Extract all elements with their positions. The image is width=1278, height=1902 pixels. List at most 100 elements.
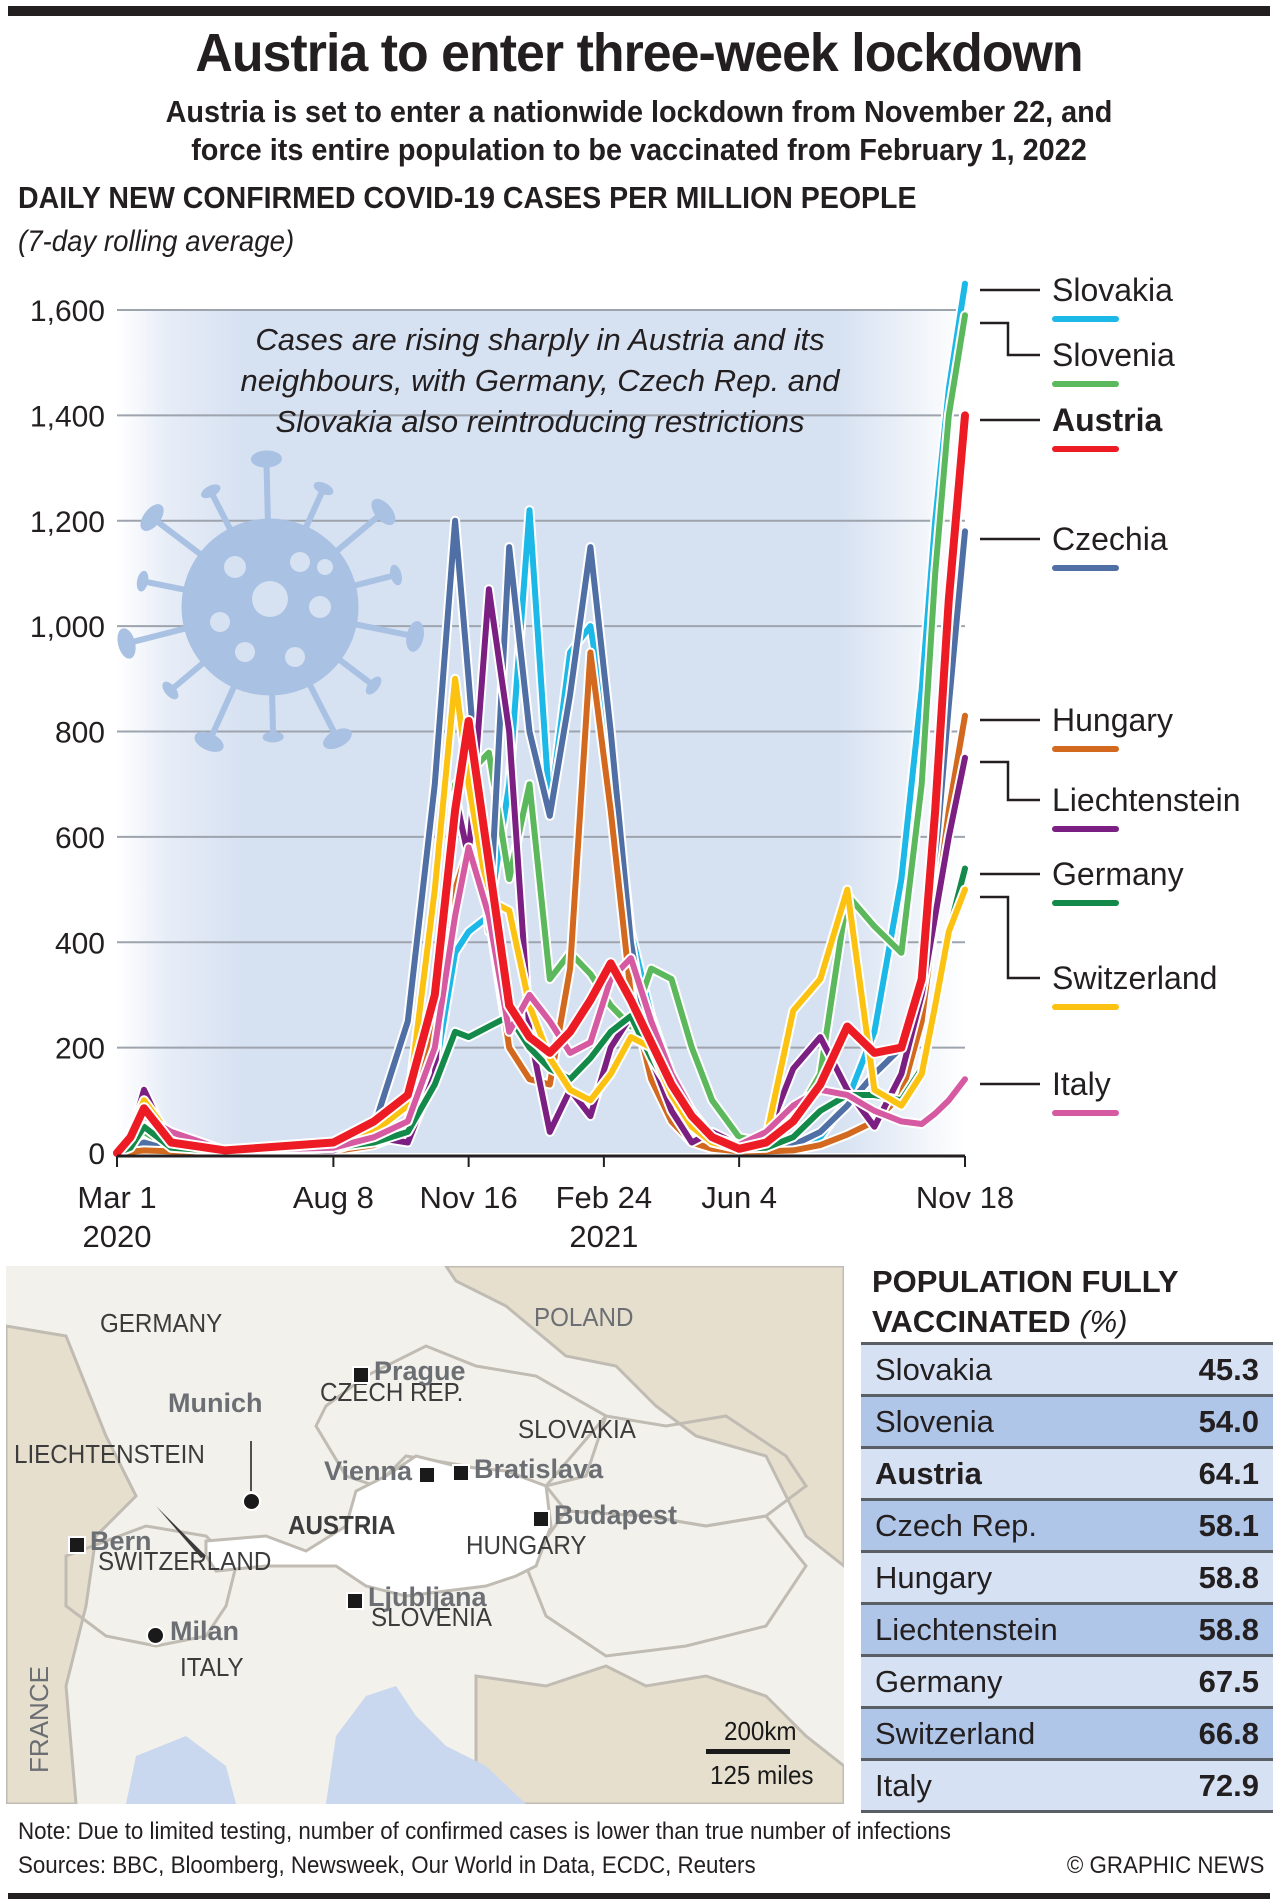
virus-spike-cap [117,628,136,659]
capital-marker-bratislava [452,1464,470,1482]
vaccination-title-unit: (%) [1079,1304,1128,1339]
virus-spike-cap [194,731,224,752]
capital-marker-budapest [532,1510,550,1528]
map-label-france: FRANCE [23,1666,54,1773]
legend-label-switzerland: Switzerland [1052,960,1217,996]
vaccination-value: 66.8 [1198,1715,1259,1751]
map-label-germany: GERMANY [100,1308,223,1338]
hungary-border [524,1509,808,1658]
austria-shape [204,1454,553,1598]
y-tick-label: 1,600 [30,295,105,328]
x-tick-label: Jun 4 [701,1180,777,1215]
chart-annotation: Cases are rising sharply in Austria and … [240,322,841,439]
y-tick-label: 600 [55,822,105,855]
map-label-liechtenstein: LIECHTENSTEIN [14,1439,205,1469]
x-tick-label: Feb 24 [556,1180,653,1215]
page-title: Austria to enter three-week lockdown [195,23,1083,83]
virus-spike-cap [250,450,282,468]
vaccination-value: 72.9 [1198,1767,1259,1803]
country-name: Czech Rep. [875,1507,1037,1543]
x-tick-year-label: 2020 [83,1219,152,1254]
legend-label-italy: Italy [1052,1066,1111,1102]
y-tick-label: 0 [88,1138,105,1171]
vaccination-value: 64.1 [1198,1455,1259,1491]
legend-label-germany: Germany [1052,856,1184,892]
legend-label-czechia: Czechia [1052,521,1168,557]
virus-spike-cap [201,484,221,499]
map-label-poland: POLAND [534,1302,634,1332]
table-row: Hungary 58.8 [861,1550,1273,1602]
vaccination-title-word: VACCINATED [872,1304,1071,1339]
map-label-austria: AUSTRIA [288,1510,396,1540]
credit: © GRAPHIC NEWS [1066,1852,1264,1879]
virus-spot [224,556,246,578]
y-tick-label: 1,200 [30,506,105,539]
virus-spot [290,552,310,572]
virus-spike-cap [262,731,284,743]
virus-spot [309,596,331,618]
virus-spike-cap [323,728,352,750]
liechtenstein-pointer [156,1506,206,1558]
virus-spike-cap [313,481,334,496]
scale-miles-label: 125 miles [710,1760,814,1790]
legend-leader-line [980,895,1040,980]
map-label-czech-rep: CZECH REP. [320,1377,464,1407]
top-rule [8,6,1270,16]
adriatic-sea [326,1686,526,1804]
map-label-hungary: HUNGARY [466,1530,587,1560]
vaccination-value: 58.8 [1198,1559,1259,1595]
page-subtitle: Austria is set to enter a nationwide loc… [45,93,1234,169]
switzerland-border [64,1524,238,1648]
y-tick-label: 400 [55,927,105,960]
capital-marker-ljubljana [346,1592,364,1610]
legend: Slovakia Slovenia Austria Czechia Hungary Lie… [980,272,1241,1116]
croatia-bosnia-region [474,1664,844,1804]
table-row: Italy 72.9 [861,1758,1273,1810]
chart-subtitle: (7-day rolling average) [18,225,295,258]
x-axis: Mar 1 2020 Aug 8 Nov 16 Feb 24 2021 Jun 4 Nov 1… [77,1154,1014,1254]
annotation-line: neighbours, with Germany, Czech Rep. and [240,363,841,398]
legend-label-hungary: Hungary [1052,702,1173,738]
vaccination-value: 45.3 [1198,1351,1259,1387]
table-row: Liechtenstein 58.8 [861,1602,1273,1654]
scale-km-label: 200km [724,1716,797,1746]
city-label-milan: Milan [170,1616,240,1646]
city-marker-milan [146,1626,165,1645]
table-bottom-rule [861,1810,1273,1813]
x-tick-label: Nov 18 [916,1180,1014,1215]
country-name: Slovenia [875,1403,994,1439]
table-row: Czech Rep. 58.1 [861,1498,1273,1550]
ligurian-sea [126,1736,236,1804]
vaccination-title-line2: VACCINATED (%) [872,1302,1179,1342]
line-chart: Cases are rising sharply in Austria and … [30,272,1241,1254]
subtitle-line-2: force its entire population to be vaccin… [191,132,1087,167]
subtitle-line-1: Austria is set to enter a nationwide loc… [165,94,1113,129]
virus-spot [285,647,305,667]
map-label-switzerland: SWITZERLAND [98,1546,272,1576]
table-row: Germany 67.5 [861,1654,1273,1706]
x-tick-year-label: 2021 [569,1219,638,1254]
annotation-line: Cases are rising sharply in Austria and … [255,322,824,357]
country-name: Slovakia [875,1351,993,1387]
footnote: Note: Due to limited testing, number of … [18,1818,951,1845]
series-lines [111,278,971,1159]
y-tick-label: 1,400 [30,400,105,433]
virus-spike-cap [365,676,382,695]
country-name: Liechtenstein [875,1611,1058,1647]
x-tick-label: Aug 8 [293,1180,374,1215]
virus-spot [235,642,255,662]
scale-bar [706,1749,790,1754]
city-label-ljubljana: Ljubljana [368,1582,487,1612]
annotation-line: Slovakia also reintroducing restrictions [276,404,805,439]
city-label-prague: Prague [374,1356,466,1386]
capital-marker-prague [352,1366,370,1384]
map-label-italy: ITALY [180,1652,244,1682]
city-label-vienna: Vienna [324,1456,413,1486]
capital-marker-bern [68,1536,86,1554]
legend-label-austria: Austria [1052,402,1162,438]
vaccination-title: POPULATION FULLY VACCINATED (%) [872,1262,1179,1342]
legend-label-liechtenstein: Liechtenstein [1052,782,1241,818]
france-region [6,1324,138,1804]
poland-region [444,1266,844,1568]
map-label-slovenia: SLOVENIA [371,1602,492,1632]
